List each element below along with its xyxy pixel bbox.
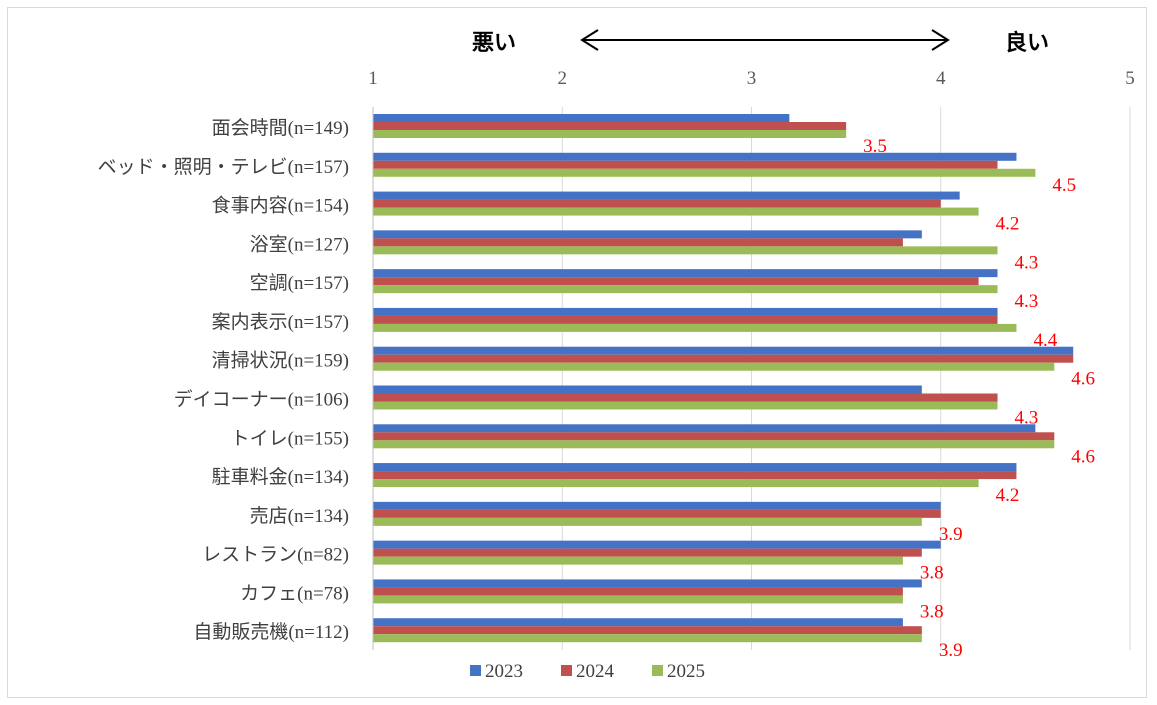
category-label: トイレ(n=155) (231, 428, 349, 449)
bar-2023 (373, 618, 903, 627)
category-label: 食事内容(n=154) (212, 195, 349, 217)
bar-2025 (373, 168, 1036, 177)
bar-2024 (373, 199, 941, 208)
category-label: 空調(n=157) (250, 272, 349, 294)
category-label: レストラン(n=82) (202, 545, 349, 566)
data-label: 4.3 (1015, 408, 1039, 429)
bar-2025 (373, 634, 922, 643)
scale-label-good: 良い (1005, 30, 1049, 56)
category-label: 駐車料金(n=134) (212, 466, 349, 488)
data-label: 4.6 (1071, 369, 1095, 390)
bar-2023 (373, 346, 1074, 355)
data-label: 3.9 (939, 640, 963, 661)
bar-2024 (373, 432, 1055, 441)
bar-2023 (373, 114, 790, 122)
bar-2023 (373, 385, 922, 394)
x-tick-label: 2 (558, 68, 568, 89)
data-label: 3.8 (920, 601, 944, 622)
bar-2023 (373, 579, 922, 588)
bar-2023 (373, 424, 1036, 433)
bar-2025 (373, 479, 979, 488)
bar-2025 (373, 556, 903, 565)
bar-2024 (373, 122, 847, 130)
data-label: 3.8 (920, 563, 944, 584)
x-tick-label: 4 (936, 68, 946, 89)
category-label: 案内表示(n=157) (212, 311, 349, 333)
scale-arrow-left-head (580, 29, 599, 51)
legend-swatch-2024 (561, 665, 572, 676)
bar-2025 (373, 285, 998, 294)
bar-2023 (373, 463, 1017, 472)
bar-2024 (373, 471, 1017, 480)
category-label: 自動販売機(n=112) (193, 621, 349, 643)
category-label: カフェ(n=78) (240, 583, 349, 604)
data-label: 4.4 (1033, 330, 1057, 351)
data-label: 4.3 (1015, 291, 1039, 312)
category-label: 清掃状況(n=159) (212, 350, 349, 372)
bar-2023 (373, 501, 941, 510)
bar-2023 (373, 191, 960, 200)
bar-2025 (373, 440, 1055, 449)
bar-2023 (373, 269, 998, 278)
bar-2023 (373, 540, 941, 549)
category-label: デイコーナー(n=106) (174, 389, 349, 411)
bar-2025 (373, 246, 998, 255)
bar-2025 (373, 130, 847, 138)
bar-2024 (373, 315, 998, 324)
x-tick-label: 1 (368, 68, 378, 89)
bar-2023 (373, 230, 922, 239)
data-label: 4.6 (1071, 446, 1095, 467)
data-label: 3.9 (939, 524, 963, 545)
category-label: 面会時間(n=149) (212, 117, 349, 139)
bar-2024 (373, 160, 998, 169)
bar-2023 (373, 307, 998, 316)
legend-label: 2024 (576, 661, 615, 682)
category-label: 浴室(n=127) (250, 233, 349, 255)
bar-2025 (373, 362, 1055, 371)
legend-swatch-2025 (652, 665, 663, 676)
bar-2025 (373, 517, 922, 526)
bar-2024 (373, 509, 941, 518)
data-label: 4.2 (996, 485, 1020, 506)
data-label: 4.5 (1052, 175, 1076, 196)
scale-label-bad: 悪い (472, 31, 516, 56)
legend-label: 2025 (667, 661, 705, 682)
bar-2025 (373, 595, 903, 604)
bar-2025 (373, 323, 1017, 332)
data-label: 4.2 (996, 214, 1020, 235)
bar-2024 (373, 354, 1074, 363)
data-label: 3.5 (863, 136, 887, 157)
bar-2025 (373, 401, 998, 410)
legend-swatch-2023 (470, 665, 481, 676)
category-label: ベッド・照明・テレビ(n=157) (98, 156, 349, 178)
bar-2025 (373, 207, 979, 216)
bar-2024 (373, 587, 903, 596)
bar-2024 (373, 277, 979, 286)
scale-arrow-right-head (931, 29, 950, 51)
x-tick-label: 5 (1125, 68, 1135, 89)
bar-2024 (373, 548, 922, 557)
bar-2024 (373, 393, 998, 402)
bar-2024 (373, 238, 903, 247)
data-label: 4.3 (1015, 252, 1039, 273)
legend-label: 2023 (485, 661, 523, 682)
x-tick-label: 3 (747, 68, 757, 89)
bar-2023 (373, 152, 1017, 161)
category-label: 売店(n=134) (250, 505, 349, 527)
bar-2024 (373, 626, 922, 635)
